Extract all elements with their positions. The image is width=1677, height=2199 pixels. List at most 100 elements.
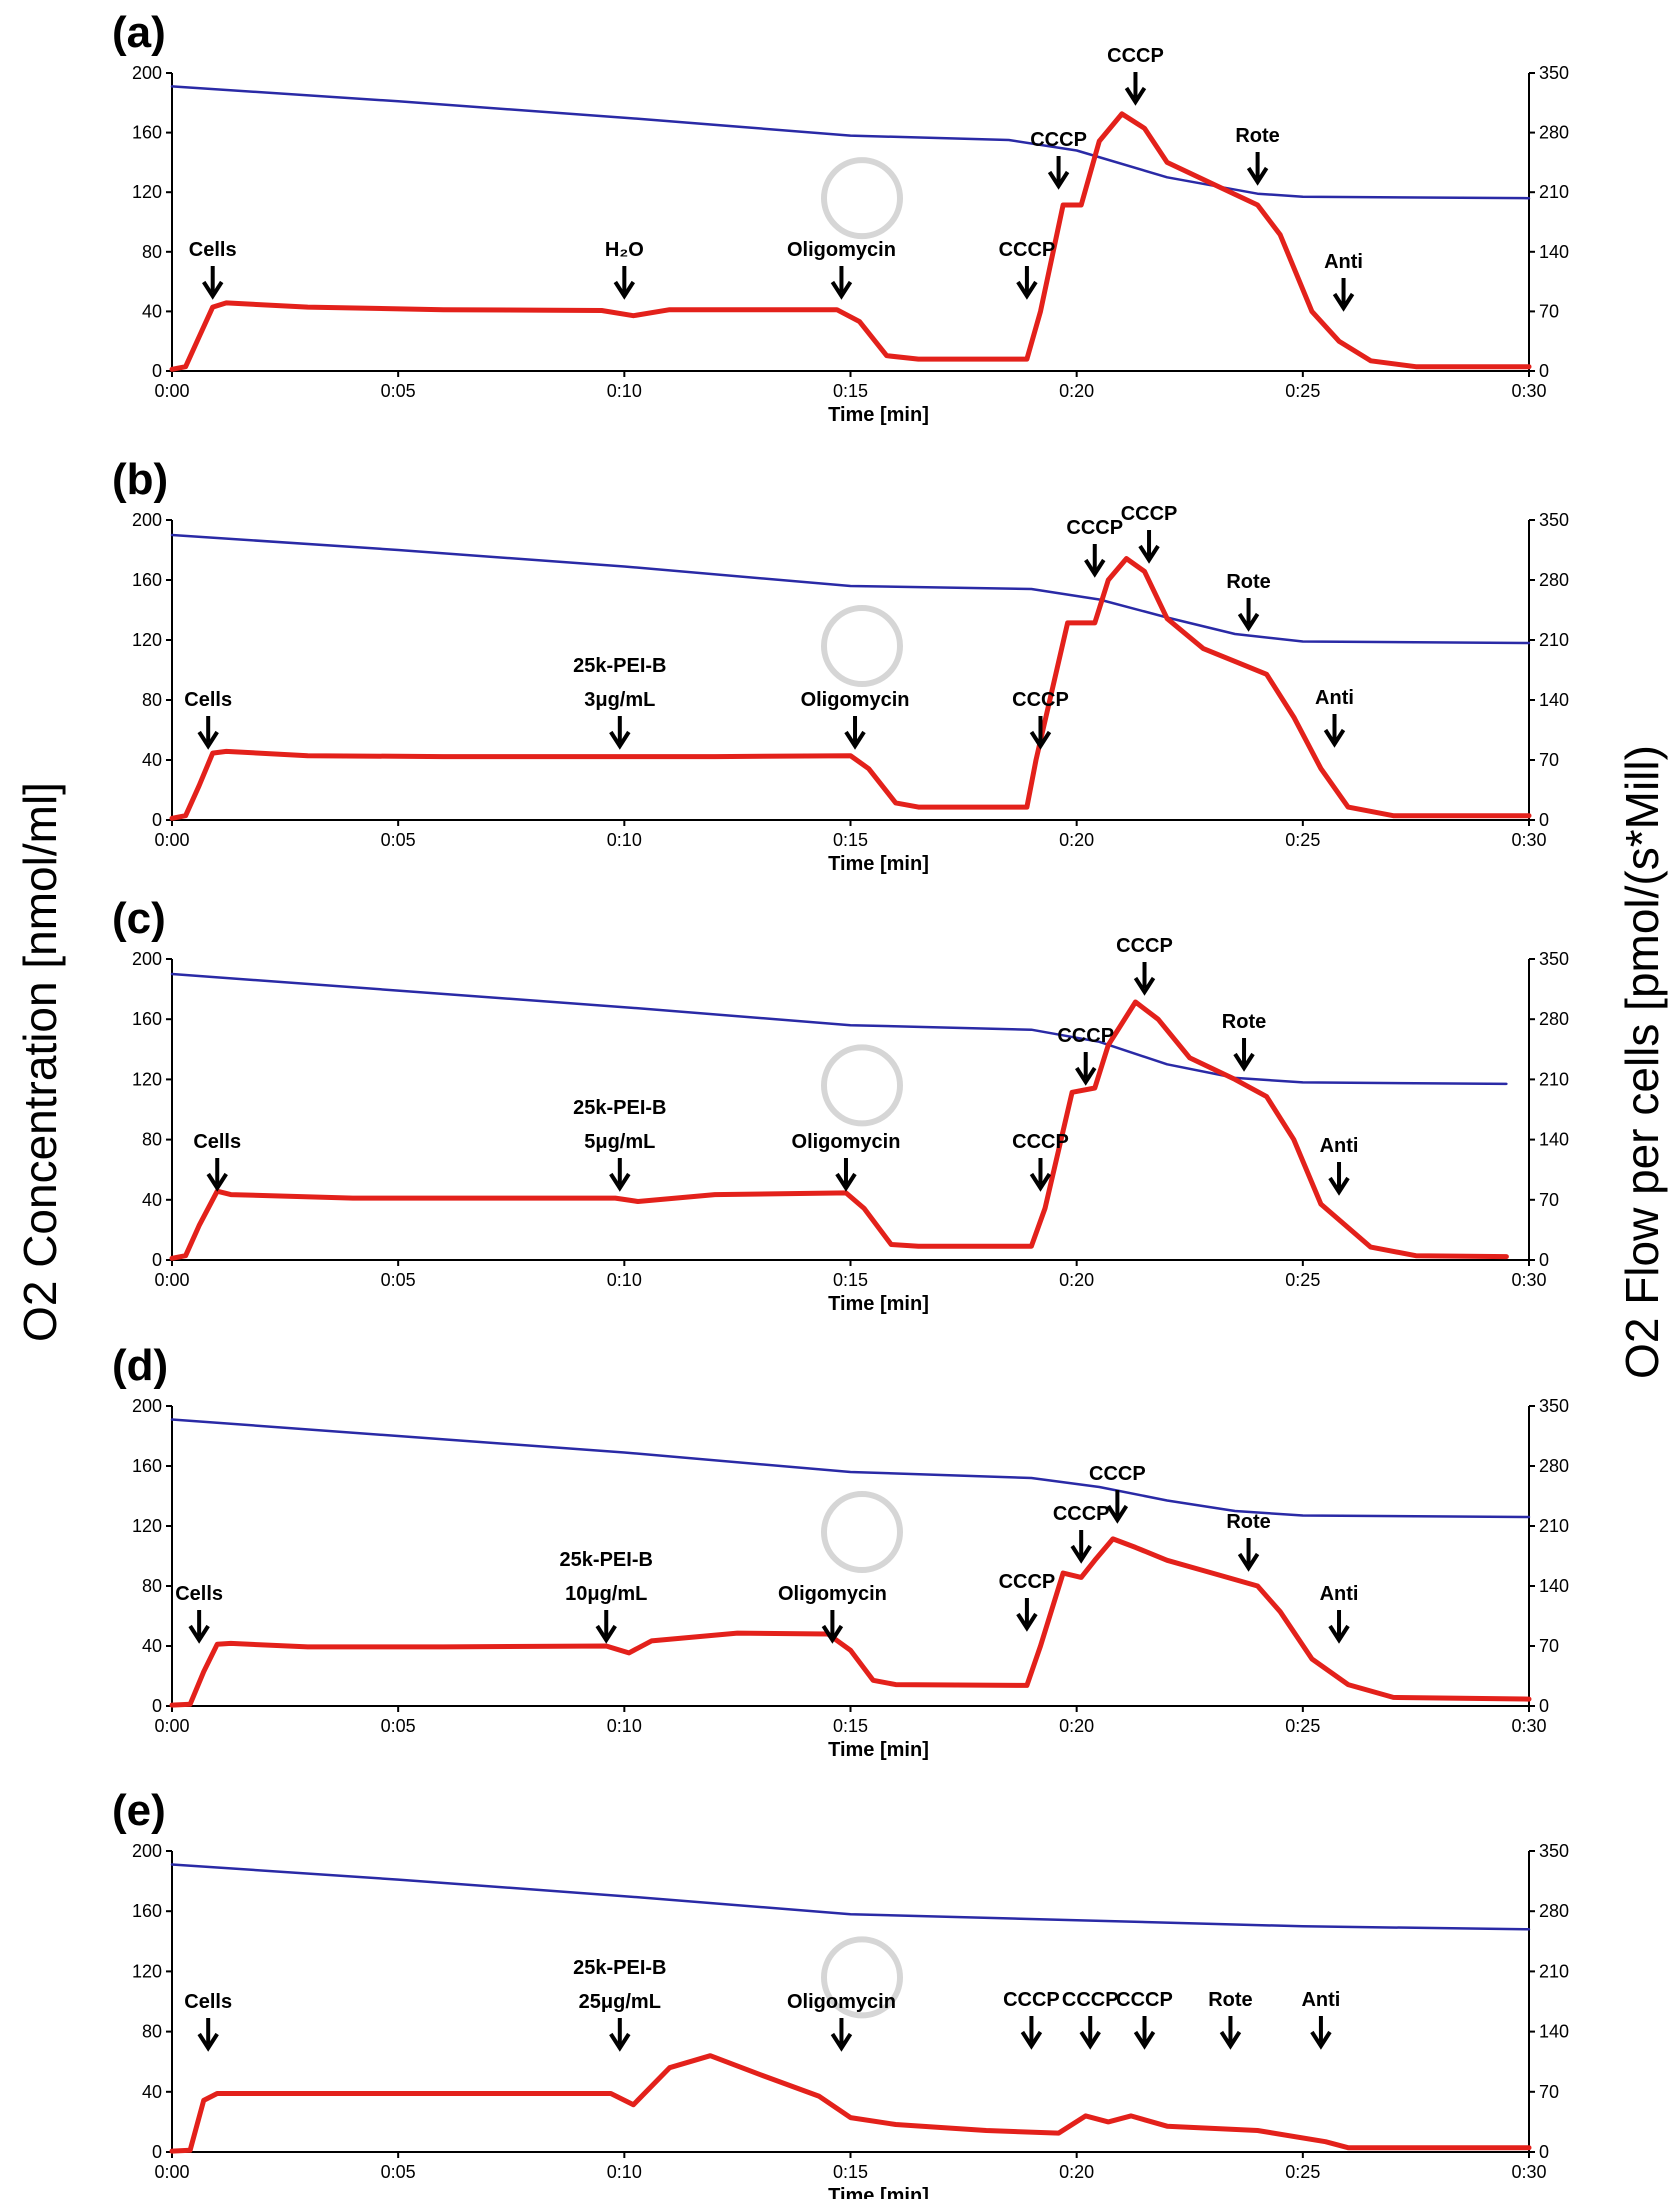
- annotation: Rote: [1226, 1511, 1271, 1572]
- arrow-down-icon: [197, 2032, 219, 2052]
- right-tick-label: 350: [1539, 1841, 1569, 1861]
- annotation: 10μg/mL 25k-PEI-B: [560, 1549, 653, 1644]
- right-tick-label: 0: [1539, 1250, 1549, 1270]
- panels: (a) 0 40 80 120 160 200 0 70 140 210 280 350 0:00 0:05…: [112, 8, 1569, 2199]
- annotation: Anti: [1315, 687, 1354, 748]
- annotation: Rote: [1222, 1011, 1266, 1072]
- right-tick-label: 210: [1539, 1069, 1569, 1089]
- annotation: CCCP: [1030, 129, 1087, 190]
- annotation: Rote: [1235, 125, 1280, 186]
- x-tick-label: 0:30: [1511, 381, 1546, 401]
- annotation-label: CCCP: [1116, 935, 1173, 957]
- arrow-down-icon: [830, 280, 853, 300]
- arrow-down-icon: [1323, 728, 1346, 748]
- left-tick-label: 200: [132, 1841, 162, 1861]
- right-tick-label: 140: [1539, 1130, 1569, 1150]
- x-axis-label: Time [min]: [828, 1739, 929, 1761]
- arrow-down-icon: [1133, 976, 1156, 996]
- arrow-down-icon: [1332, 292, 1355, 312]
- arrow-down-icon: [821, 1624, 844, 1644]
- arrow-down-icon: [1084, 558, 1106, 578]
- arrow-down-icon: [1029, 730, 1052, 750]
- arrow-down-icon: [609, 730, 631, 750]
- left-tick-label: 80: [142, 1576, 162, 1596]
- annotation-label: 25k-PEI-B: [573, 655, 666, 677]
- x-tick-label: 0:20: [1059, 381, 1094, 401]
- o2-concentration-line: [170, 533, 1531, 645]
- arrow-down-icon: [1016, 280, 1038, 300]
- x-tick-label: 0:25: [1285, 1270, 1320, 1290]
- arrow-down-icon: [1020, 2030, 1043, 2050]
- right-tick-label: 280: [1539, 1009, 1569, 1029]
- annotation: CCCP: [1107, 45, 1164, 106]
- annotation: CCCP: [1066, 517, 1123, 578]
- annotation: CCCP: [1062, 1989, 1119, 2050]
- annotation-label: Anti: [1301, 1989, 1340, 2011]
- panel-c: (c) 0 40 80 120 160 200 0 70 140 210 280 350 0:00 0:05…: [112, 894, 1569, 1315]
- right-tick-label: 70: [1539, 1190, 1559, 1210]
- right-tick-label: 70: [1539, 1636, 1559, 1656]
- x-tick-label: 0:20: [1059, 830, 1094, 850]
- annotation: Oligomycin: [787, 1991, 896, 2052]
- annotation: Anti: [1320, 1135, 1359, 1196]
- right-tick-label: 140: [1539, 1576, 1569, 1596]
- x-tick-label: 0:15: [833, 830, 868, 850]
- annotation: Anti: [1324, 251, 1363, 312]
- annotation-sublabel: 25μg/mL: [579, 1991, 661, 2013]
- annotation-label: Oligomycin: [792, 1131, 901, 1153]
- annotation-label: Anti: [1315, 687, 1354, 709]
- x-tick-label: 0:00: [154, 2162, 189, 2182]
- x-tick-label: 0:25: [1285, 381, 1320, 401]
- o2-concentration-line: [170, 1418, 1531, 1519]
- arrow-down-icon: [1233, 1052, 1255, 1072]
- annotation: Oligomycin: [778, 1583, 887, 1644]
- right-tick-label: 210: [1539, 630, 1569, 650]
- left-tick-label: 200: [132, 63, 162, 83]
- x-tick-label: 0:00: [154, 1270, 189, 1290]
- arrow-down-icon: [1047, 170, 1070, 190]
- annotation-label: Cells: [184, 1991, 232, 2013]
- x-tick-label: 0:10: [607, 830, 642, 850]
- x-tick-label: 0:10: [607, 1270, 642, 1290]
- right-tick-label: 350: [1539, 510, 1569, 530]
- annotation: CCCP: [1012, 689, 1069, 750]
- annotation-label: CCCP: [1003, 1989, 1060, 2011]
- arrow-down-icon: [1106, 1504, 1129, 1524]
- annotation-label: Rote: [1226, 1511, 1270, 1533]
- arrow-down-icon: [609, 1172, 631, 1192]
- arrow-down-icon: [1133, 2030, 1156, 2050]
- annotation-label: Oligomycin: [778, 1583, 887, 1605]
- annotation: Oligomycin: [787, 239, 896, 300]
- left-tick-label: 160: [132, 123, 162, 143]
- left-tick-label: 80: [142, 2022, 162, 2042]
- right-tick-label: 0: [1539, 2142, 1549, 2162]
- annotation: CCCP: [1012, 1131, 1069, 1192]
- annotation: H₂O: [605, 239, 644, 300]
- annotation: Oligomycin: [792, 1131, 901, 1192]
- o2-concentration-line: [170, 85, 1531, 200]
- x-tick-label: 0:20: [1059, 1716, 1094, 1736]
- annotation-sublabel: 5μg/mL: [584, 1131, 655, 1153]
- annotation-label: CCCP: [1053, 1503, 1110, 1525]
- right-tick-label: 70: [1539, 2082, 1559, 2102]
- left-tick-label: 160: [132, 1456, 162, 1476]
- left-axis-label: O2 Concentration [nmol/ml]: [14, 782, 66, 1342]
- arrow-down-icon: [1079, 2030, 1101, 2050]
- watermark-icon: [821, 1491, 903, 1573]
- arrow-down-icon: [1016, 1612, 1038, 1632]
- x-tick-label: 0:05: [381, 1716, 416, 1736]
- x-axis-label: Time [min]: [828, 853, 929, 875]
- annotation-sublabel: 10μg/mL: [565, 1583, 647, 1605]
- panel-label: (c): [112, 894, 166, 943]
- x-tick-label: 0:20: [1059, 2162, 1094, 2182]
- right-tick-label: 140: [1539, 690, 1569, 710]
- annotation-label: Anti: [1320, 1135, 1359, 1157]
- o2-concentration-line: [170, 1863, 1531, 1931]
- annotation: CCCP: [1057, 1025, 1114, 1086]
- right-tick-label: 280: [1539, 1901, 1569, 1921]
- arrow-down-icon: [188, 1624, 210, 1644]
- annotation-label: CCCP: [1030, 129, 1087, 151]
- annotation-label: Rote: [1235, 125, 1279, 147]
- annotation-label: Cells: [175, 1583, 223, 1605]
- right-tick-label: 0: [1539, 361, 1549, 381]
